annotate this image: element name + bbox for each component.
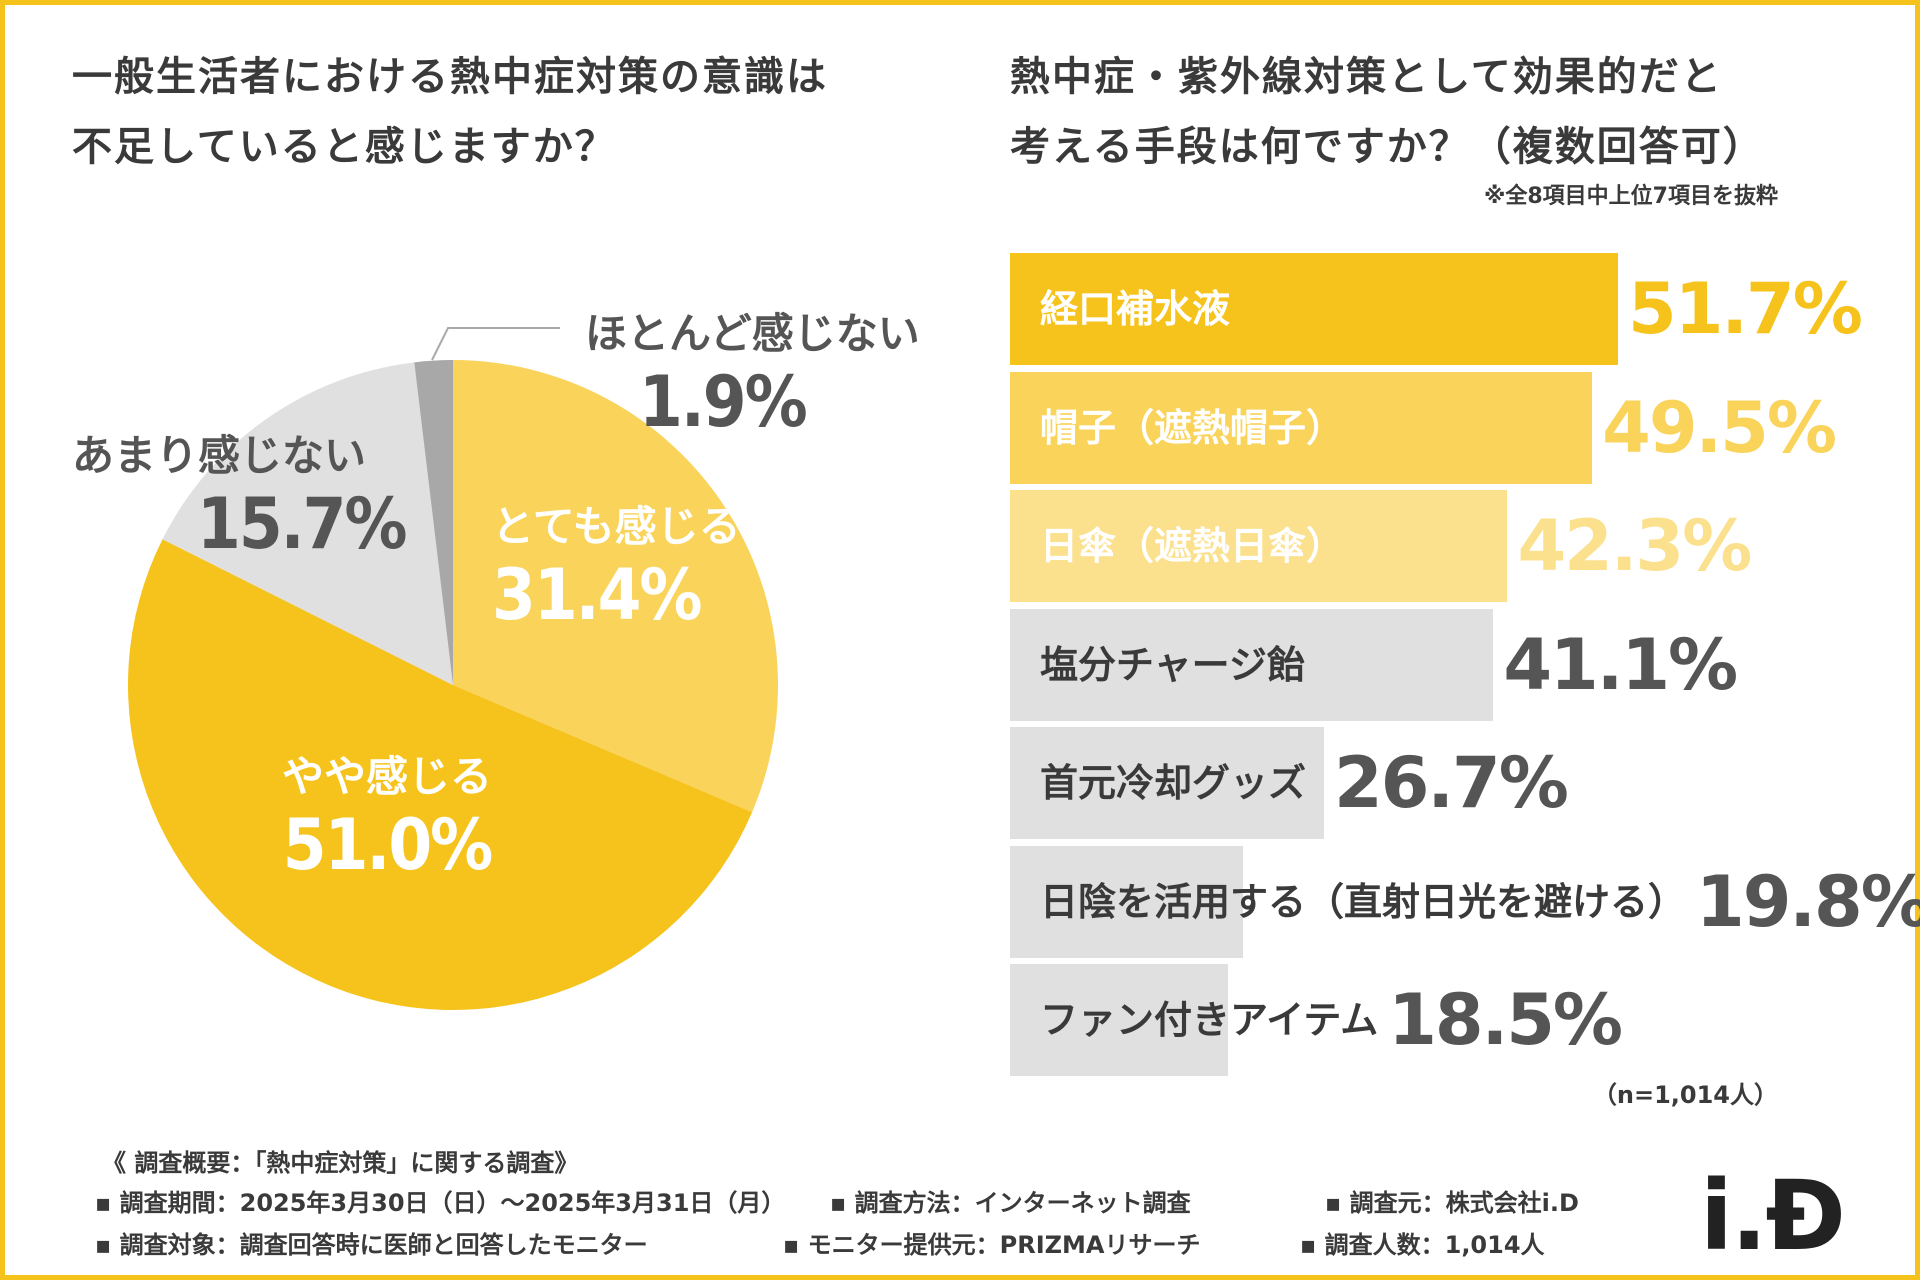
- bar-category-label: 経口補水液: [1040, 287, 1231, 331]
- survey-summary-heading: 《 調査概要：「熱中症対策」に関する調査》: [102, 1149, 579, 1177]
- bar-category-label: 塩分チャージ飴: [1040, 642, 1305, 687]
- pie-slice-totemo: [453, 360, 779, 813]
- bar-chart-note: ※全8項目中上位7項目を抜粋: [1483, 184, 1778, 209]
- bar-title-line1: 熱中症・紫外線対策として効果的だと: [1010, 54, 1723, 100]
- pie-leader-line: [431, 327, 560, 361]
- bar-value-label: 26.7%: [1333, 742, 1569, 824]
- company-logo: i.Đ: [1700, 1160, 1846, 1272]
- survey-count: ▪ 調査人数：1,014人: [1300, 1231, 1545, 1259]
- survey-method: ▪ 調査方法：インターネット調査: [830, 1189, 1191, 1217]
- bar-category-label: 帽子（遮熱帽子）: [1040, 405, 1345, 450]
- bar-value-label: 41.1%: [1503, 623, 1738, 706]
- bar: [1010, 964, 1228, 1076]
- pie-chart-title: 一般生活者における熱中症対策の意識は 不足していると感じますか？: [72, 42, 828, 182]
- pie-title-line2: 不足していると感じますか？: [72, 124, 617, 170]
- bar-category-label: 日傘（遮熱日傘）: [1040, 524, 1345, 568]
- pie-label-yaya: やや感じる 51.0%: [282, 743, 493, 886]
- pie-label-amari-category: あまり感じない: [72, 431, 367, 480]
- pie-label-yaya-value: 51.0%: [282, 804, 493, 886]
- pie-title-line1: 一般生活者における熱中症対策の意識は: [72, 54, 828, 100]
- pie-slice-amari: [162, 362, 454, 685]
- bar-category-label: 首元冷却グッズ: [1040, 761, 1307, 805]
- bar-value-label: 49.5%: [1602, 386, 1837, 469]
- bar-category-label: ファン付きアイテム: [1040, 998, 1379, 1042]
- bar-title-line2: 考える手段は何ですか？（複数回答可）: [1010, 124, 1765, 170]
- survey-period: ▪ 調査期間：2025年3月30日（日）～2025年3月31日（月）: [95, 1189, 786, 1217]
- bar-chart-title: 熱中症・紫外線対策として効果的だと 考える手段は何ですか？（複数回答可）: [1010, 42, 1765, 182]
- bar: [1010, 253, 1618, 365]
- pie-label-hotondo-value: 1.9%: [639, 361, 808, 443]
- pie-label-totemo-value: 31.4%: [492, 554, 702, 636]
- pie-label-amari: あまり感じない 15.7%: [72, 422, 407, 565]
- bar: [1010, 371, 1593, 484]
- pie-label-hotondo-category: ほとんど感じない: [585, 309, 920, 358]
- pie-slice-yaya: [128, 539, 753, 1010]
- bar-value-label: 19.8%: [1696, 860, 1920, 943]
- bar-value-label: 18.5%: [1388, 979, 1623, 1061]
- pie-label-hotondo: ほとんど感じない 1.9%: [585, 300, 920, 443]
- bar-row: 帽子（遮熱帽子） 49.5%: [1010, 371, 1910, 484]
- bar-row: 首元冷却グッズ 26.7%: [1010, 727, 1910, 839]
- sample-size: （n=1,014人）: [1592, 1081, 1778, 1109]
- bar-row: 日陰を活用する（直射日光を避ける） 19.8%: [1010, 845, 1920, 958]
- survey-target: ▪ 調査対象：調査回答時に医師と回答したモニター: [95, 1231, 648, 1259]
- survey-source: ▪ 調査元：株式会社i.D: [1325, 1189, 1579, 1217]
- bar: [1010, 845, 1243, 958]
- bar-row: 塩分チャージ飴 41.1%: [1010, 608, 1910, 721]
- pie-slice-hotondo: [414, 360, 453, 685]
- pie-label-yaya-category: やや感じる: [282, 752, 493, 801]
- bar: [1010, 608, 1494, 721]
- bar-row: 日傘（遮熱日傘） 42.3%: [1010, 490, 1910, 602]
- bar-row: ファン付きアイテム 18.5%: [1010, 964, 1910, 1076]
- bar-category-label: 日陰を活用する（直射日光を避ける）: [1040, 879, 1687, 924]
- pie-label-totemo-category: とても感じる: [492, 502, 741, 551]
- bar-value-label: 42.3%: [1517, 505, 1752, 587]
- pie-chart: [128, 327, 779, 1010]
- survey-provider: ▪ モニター提供元：PRIZMAリサーチ: [783, 1231, 1201, 1259]
- bar: [1010, 727, 1324, 839]
- pie-label-totemo: とても感じる 31.4%: [492, 493, 741, 636]
- bar: [1010, 490, 1508, 602]
- pie-label-amari-value: 15.7%: [197, 483, 407, 565]
- bar-row: 経口補水液 51.7%: [1010, 253, 1910, 365]
- bar-value-label: 51.7%: [1628, 268, 1863, 350]
